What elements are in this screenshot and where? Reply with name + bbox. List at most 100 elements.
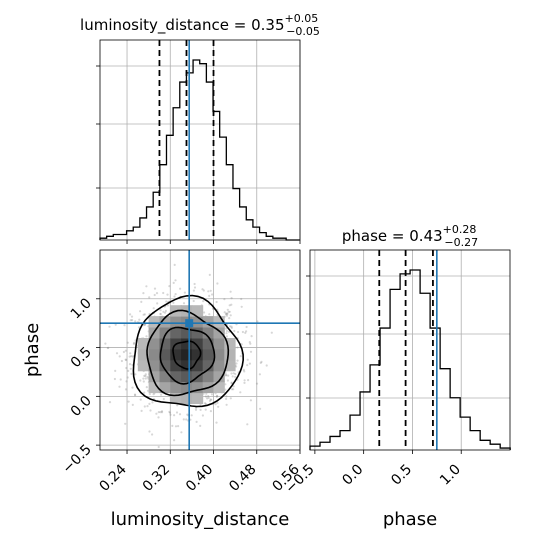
joint-sample-point	[249, 399, 252, 402]
joint-sample-point	[142, 377, 145, 380]
joint-ytick-label-1: 0.0	[68, 393, 95, 420]
joint-sample-point	[229, 397, 232, 400]
joint-sample-point	[195, 420, 198, 423]
joint-sample-point	[174, 293, 177, 296]
phase-marginal-panel: phase = 0.43+0.28 −0.27 −0.5 0.0 0.5 1.0 pha…	[282, 223, 511, 530]
joint-sample-point	[205, 392, 208, 395]
joint-sample-point	[208, 294, 211, 297]
joint-sample-point	[182, 418, 185, 421]
joint-sample-point	[217, 405, 220, 408]
joint-sample-point	[130, 355, 133, 358]
joint-xtick-label-2: 0.40	[183, 462, 216, 495]
joint-sample-point	[124, 349, 127, 352]
joint-sample-point	[159, 312, 162, 315]
joint-density-cell	[170, 327, 182, 339]
joint-sample-point	[240, 297, 243, 301]
joint-sample-point	[232, 388, 235, 391]
joint-sample-point	[227, 330, 231, 333]
joint-sample-point	[148, 296, 151, 299]
joint-sample-point	[232, 372, 235, 375]
luminosity-distance-histogram	[99, 59, 300, 241]
joint-sample-point	[245, 325, 248, 329]
joint-sample-point	[210, 398, 213, 401]
joint-sample-point	[138, 318, 141, 321]
joint-truth-lines	[100, 250, 300, 450]
joint-density-cell	[159, 327, 171, 339]
joint-sample-point	[255, 382, 259, 385]
joint-contour-3	[132, 294, 245, 408]
joint-sample-point	[173, 414, 176, 417]
joint-sample-point	[166, 293, 169, 296]
joint-sample-point	[140, 409, 143, 412]
joint-sample-point	[128, 363, 132, 366]
joint-sample-point	[165, 300, 168, 303]
joint-sample-point	[166, 304, 169, 307]
joint-sample-point	[215, 421, 218, 424]
joint-sample-point	[230, 381, 233, 384]
joint-sample-point	[240, 305, 243, 308]
joint-sample-point	[209, 410, 212, 413]
luminosity-distance-marginal-panel: luminosity_distance = 0.35+0.05 −0.05	[80, 12, 320, 244]
joint-sample-point	[130, 372, 133, 375]
joint-sample-point	[234, 372, 237, 376]
joint-density-cell	[202, 359, 214, 372]
joint-contours	[132, 294, 245, 408]
joint-sample-point	[137, 326, 141, 329]
luminosity-distance-histogram-step	[99, 59, 300, 241]
joint-density-cell	[213, 381, 225, 394]
joint-sample-point	[131, 403, 134, 406]
joint-sample-point	[124, 422, 127, 425]
joint-sample-point	[145, 285, 148, 288]
joint-sample-point	[225, 403, 228, 406]
joint-sample-point	[236, 359, 239, 362]
joint-xtick-label-3: 0.48	[226, 462, 259, 495]
joint-sample-point	[216, 282, 219, 285]
joint-sample-point	[129, 352, 132, 355]
luminosity-distance-grid	[100, 40, 301, 240]
joint-sample-point	[131, 386, 134, 389]
joint-density-cell	[181, 359, 193, 372]
joint-sample-point	[159, 411, 162, 414]
joint-sample-point	[202, 289, 205, 292]
joint-sample-point	[270, 331, 273, 334]
joint-sample-point	[171, 424, 174, 427]
phase-histogram-step	[309, 269, 511, 450]
joint-sample-point	[226, 312, 229, 316]
joint-density-cell	[170, 381, 182, 394]
joint-sample-point	[113, 377, 116, 381]
joint-sample-point	[126, 376, 129, 379]
joint-density-cell	[181, 348, 193, 361]
x-axis-label-luminosity-distance: luminosity_distance	[111, 509, 290, 530]
joint-sample-point	[203, 402, 207, 405]
luminosity-distance-marginal-ticks	[96, 65, 301, 244]
joint-sample-point	[173, 439, 176, 442]
joint-sample-point	[142, 313, 145, 316]
phase-histogram	[309, 269, 511, 450]
joint-contour-1	[159, 326, 216, 385]
joint-sample-point	[235, 362, 238, 365]
joint-contour-0	[172, 340, 202, 370]
joint-density-cell	[170, 316, 182, 328]
joint-sample-point	[223, 298, 226, 301]
joint-sample-point	[142, 292, 145, 295]
joint-sample-point	[192, 289, 195, 292]
joint-sample-point	[144, 373, 147, 376]
joint-sample-point	[152, 307, 155, 310]
joint-sample-point	[226, 379, 229, 382]
joint-sample-point	[215, 300, 218, 304]
joint-sample-point	[227, 374, 230, 377]
joint-sample-point	[134, 394, 137, 397]
joint-sample-point	[228, 317, 231, 320]
joint-sample-point	[162, 310, 165, 313]
joint-density-cell	[170, 359, 182, 372]
joint-sample-point	[199, 403, 202, 406]
joint-sample-point	[129, 313, 132, 316]
joint-sample-point	[203, 311, 206, 314]
joint-sample-point	[230, 388, 234, 391]
joint-sample-point	[225, 314, 229, 317]
joint-sample-point	[216, 394, 219, 397]
joint-sample-point	[241, 330, 244, 334]
phase-quantiles	[378, 250, 434, 450]
joint-density-cell	[181, 392, 193, 404]
